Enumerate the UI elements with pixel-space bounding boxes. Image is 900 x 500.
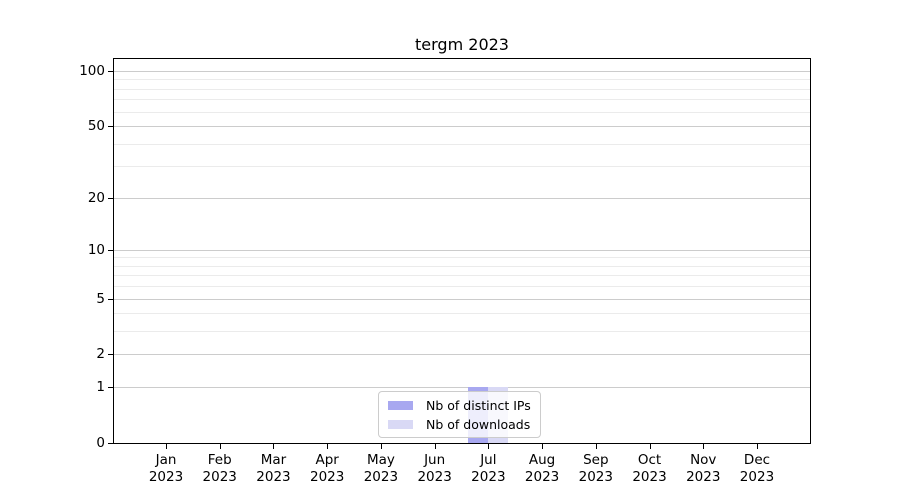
- chart-title: tergm 2023: [415, 35, 509, 54]
- x-tick: [434, 444, 436, 449]
- y-tick: [108, 387, 113, 389]
- y-tick: [108, 197, 113, 199]
- gridline-major: [113, 71, 810, 72]
- gridline-minor: [113, 257, 810, 259]
- x-tick-label: May 2023: [363, 452, 399, 485]
- y-tick: [108, 71, 113, 72]
- legend-item-downloads: Nb of downloads: [388, 416, 531, 433]
- legend-label-downloads: Nb of downloads: [426, 417, 531, 432]
- gridline-major: [113, 197, 810, 199]
- y-tick-label: 2: [96, 346, 105, 363]
- y-tick-label: 100: [79, 63, 105, 79]
- y-tick: [108, 126, 113, 128]
- legend: Nb of distinct IPs Nb of downloads: [378, 391, 541, 438]
- y-tick-label: 5: [96, 290, 105, 307]
- y-tick-label: 20: [87, 189, 105, 206]
- x-tick-label: Nov 2023: [686, 452, 721, 485]
- x-tick-label: Feb 2023: [202, 452, 237, 485]
- x-tick-label: Mar 2023: [256, 452, 291, 485]
- plot-border: [113, 58, 811, 444]
- x-tick-label: Jun 2023: [417, 452, 452, 485]
- x-tick: [595, 444, 597, 449]
- gridline-minor: [113, 79, 810, 81]
- x-tick-label: Apr 2023: [309, 452, 345, 485]
- gridline-major: [113, 354, 810, 356]
- legend-swatch-distinct-ips-icon: [388, 401, 413, 410]
- gridline-major: [113, 298, 810, 300]
- y-tick: [108, 298, 113, 300]
- gridline-minor: [113, 143, 810, 145]
- x-tick-label: Jan 2023: [148, 452, 184, 485]
- x-tick: [542, 444, 544, 449]
- y-tick: [108, 443, 113, 444]
- y-tick-label: 10: [87, 241, 105, 258]
- gridline-minor: [113, 111, 810, 113]
- gridline-minor: [113, 331, 810, 333]
- y-tick-label: 50: [87, 118, 105, 135]
- x-tick-label: Oct 2023: [632, 452, 667, 485]
- x-tick-label: Jul 2023: [471, 452, 506, 485]
- x-tick: [327, 444, 329, 449]
- y-tick-label: 1: [96, 379, 105, 396]
- x-tick-label: Dec 2023: [739, 452, 775, 485]
- x-tick: [166, 444, 167, 449]
- x-tick: [649, 444, 651, 449]
- x-tick: [273, 444, 275, 449]
- gridline-major: [113, 387, 810, 389]
- x-tick-label: Aug 2023: [524, 452, 560, 485]
- gridline-minor: [113, 88, 810, 90]
- x-tick: [380, 444, 382, 449]
- x-tick-label: Sep 2023: [578, 452, 613, 485]
- gridline-minor: [113, 99, 810, 101]
- legend-label-distinct-ips: Nb of distinct IPs: [426, 398, 531, 413]
- gridline-major: [113, 249, 810, 251]
- x-tick: [488, 444, 490, 449]
- gridline-minor: [113, 265, 810, 267]
- gridline-minor: [113, 166, 810, 168]
- y-tick: [108, 249, 113, 251]
- legend-swatch-downloads-icon: [388, 420, 413, 429]
- gridline-minor: [113, 286, 810, 288]
- x-tick: [756, 444, 758, 449]
- gridline-minor: [113, 313, 810, 315]
- y-tick-label: 0: [96, 435, 105, 451]
- x-tick: [219, 444, 221, 449]
- gridline-major: [113, 126, 810, 128]
- legend-item-distinct-ips: Nb of distinct IPs: [388, 397, 531, 414]
- x-tick: [703, 444, 705, 449]
- y-tick: [108, 354, 113, 356]
- gridline-minor: [113, 275, 810, 277]
